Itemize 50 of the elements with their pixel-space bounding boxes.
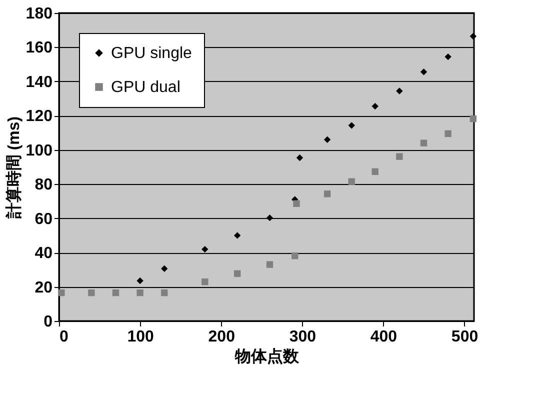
point <box>396 88 403 94</box>
y-tick-label: 40 <box>34 245 53 262</box>
point <box>396 153 403 160</box>
point <box>266 214 274 222</box>
x-tick-label: 300 <box>289 328 316 346</box>
y-axis-title: 計算時間 (ms) <box>4 116 23 220</box>
point <box>348 178 355 185</box>
point <box>161 289 168 296</box>
y-tick-label: 100 <box>26 142 53 160</box>
point <box>112 289 120 296</box>
point <box>296 154 304 162</box>
point <box>372 102 378 110</box>
legend-label: GPU dual <box>111 79 180 96</box>
point <box>324 190 331 198</box>
point <box>470 115 477 122</box>
x-tick-label: 0 <box>60 328 68 346</box>
y-tick-label: 180 <box>26 6 53 22</box>
point <box>470 32 477 40</box>
x-axis-title: 物体点数 <box>234 348 300 366</box>
point <box>266 261 274 268</box>
point <box>88 289 95 296</box>
point <box>234 270 241 277</box>
x-tick-label: 200 <box>208 328 236 346</box>
point <box>234 232 241 239</box>
point <box>293 200 300 207</box>
point <box>372 168 378 175</box>
point <box>161 265 168 272</box>
y-tick-label: 160 <box>26 40 53 57</box>
y-tick-label: 20 <box>34 279 53 296</box>
point <box>444 130 452 137</box>
y-tick-label: 0 <box>44 314 53 330</box>
point <box>292 252 298 260</box>
point <box>136 289 144 296</box>
x-tick-label: 400 <box>370 328 398 346</box>
x-tick-label: 500 <box>451 328 478 346</box>
point <box>324 136 331 143</box>
y-tick-label: 120 <box>26 108 53 126</box>
point <box>348 122 355 129</box>
legend-label: GPU single <box>111 45 192 62</box>
point <box>202 278 208 286</box>
point <box>420 140 428 146</box>
x-tick-label: 100 <box>127 328 154 346</box>
point <box>136 277 144 284</box>
y-tick-label: 60 <box>34 210 53 228</box>
y-tick-label: 80 <box>34 176 53 194</box>
y-tick-label: 140 <box>26 74 53 91</box>
point <box>444 53 452 60</box>
point <box>58 289 65 296</box>
point <box>420 68 428 76</box>
point <box>202 246 208 253</box>
